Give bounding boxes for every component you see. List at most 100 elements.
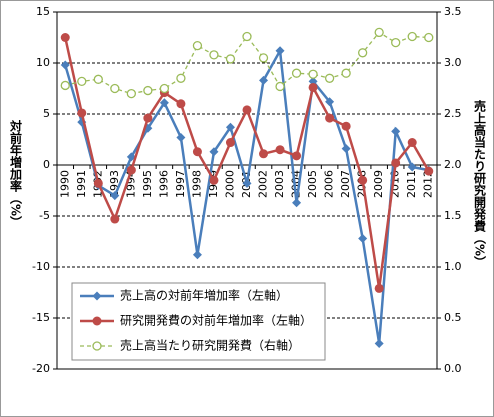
marker	[242, 31, 252, 42]
marker	[60, 60, 70, 70]
marker	[259, 149, 269, 159]
y-axis-title: 対前年増加率（%）	[9, 119, 23, 228]
x-tick-label: 2009	[372, 170, 385, 198]
series-line	[65, 31, 429, 95]
y-tick-label: -15	[32, 311, 50, 324]
marker	[192, 147, 202, 157]
marker	[110, 83, 120, 94]
marker	[242, 178, 252, 188]
y2-tick-label: 1.0	[444, 260, 462, 273]
marker	[275, 145, 285, 155]
marker	[258, 53, 269, 63]
y2-tick-label: 3.5	[444, 5, 462, 18]
marker	[176, 73, 186, 83]
x-tick-label: 2006	[323, 170, 336, 198]
legend-marker	[92, 291, 102, 301]
marker	[407, 138, 417, 148]
x-tick-label: 2002	[257, 170, 270, 198]
x-tick-label: 1998	[190, 170, 203, 198]
legend-marker	[92, 341, 102, 351]
y-tick-label: -10	[32, 260, 50, 273]
x-tick-label: 2012	[422, 170, 435, 198]
marker	[242, 105, 252, 115]
marker	[308, 82, 318, 92]
marker	[308, 69, 318, 79]
marker	[325, 113, 335, 123]
x-tick-label: 2007	[339, 170, 352, 198]
x-tick-label: 1997	[174, 170, 187, 198]
marker	[225, 122, 235, 132]
marker	[358, 175, 368, 185]
legend-label: 研究開発費の対前年増加率（左軸）	[120, 313, 312, 328]
marker	[93, 74, 103, 84]
x-tick-label: 2005	[306, 170, 319, 198]
marker	[209, 175, 219, 185]
marker	[324, 73, 335, 83]
marker	[159, 98, 169, 108]
marker	[259, 75, 269, 85]
marker	[374, 339, 384, 348]
marker	[60, 80, 70, 91]
marker	[209, 147, 219, 157]
marker	[126, 88, 136, 99]
marker	[407, 31, 417, 42]
marker	[77, 76, 87, 87]
marker	[341, 68, 351, 78]
marker	[374, 27, 384, 38]
y2-tick-label: 1.5	[444, 209, 462, 222]
marker	[176, 132, 186, 142]
marker	[291, 68, 302, 78]
marker	[374, 283, 384, 293]
marker	[192, 250, 202, 260]
x-tick-label: 1995	[141, 170, 154, 198]
marker	[176, 99, 186, 109]
y-tick-label: 5	[43, 107, 50, 120]
y2-tick-label: 2.5	[444, 107, 462, 120]
y2-tick-label: 2.0	[444, 158, 462, 171]
marker	[424, 32, 434, 43]
y-tick-label: 10	[36, 56, 50, 69]
x-tick-label: 1996	[157, 170, 170, 198]
legend-box	[71, 282, 326, 361]
marker	[358, 233, 368, 243]
marker	[391, 37, 401, 48]
y-tick-label: -5	[39, 209, 50, 222]
marker	[209, 50, 219, 60]
marker	[292, 151, 302, 161]
marker	[341, 121, 351, 131]
y2-axis-title: 売上高当たり研究開発費（%）	[473, 99, 487, 268]
marker	[192, 41, 203, 51]
marker	[60, 33, 70, 42]
legend-marker	[92, 316, 102, 326]
marker	[275, 46, 285, 56]
x-tick-label: 1994	[124, 170, 137, 198]
y-tick-label: 0	[43, 158, 50, 171]
legend-label: 売上高の対前年増加率（左軸）	[120, 288, 288, 303]
marker	[110, 191, 120, 201]
y-tick-label: 15	[36, 5, 50, 18]
marker	[424, 166, 434, 176]
x-tick-label: 2003	[273, 170, 286, 198]
marker	[110, 214, 120, 224]
marker	[126, 165, 136, 175]
y2-tick-label: 0.0	[444, 362, 462, 375]
x-tick-label: 2000	[223, 170, 236, 198]
legend-label: 売上高当たり研究開発費（右軸）	[120, 338, 300, 353]
marker	[325, 97, 335, 107]
marker	[341, 144, 351, 154]
marker	[391, 158, 401, 168]
y2-tick-label: 3.0	[444, 56, 462, 69]
marker	[407, 162, 417, 172]
marker	[77, 108, 87, 118]
marker	[358, 48, 368, 58]
y-tick-label: -20	[32, 362, 50, 375]
marker	[93, 178, 103, 188]
marker	[143, 85, 153, 96]
x-tick-label: 1990	[58, 170, 71, 198]
x-tick-label: 1991	[75, 170, 88, 198]
x-tick-label: 2011	[405, 170, 418, 198]
marker	[225, 138, 235, 148]
marker	[143, 113, 153, 123]
marker	[225, 54, 236, 64]
